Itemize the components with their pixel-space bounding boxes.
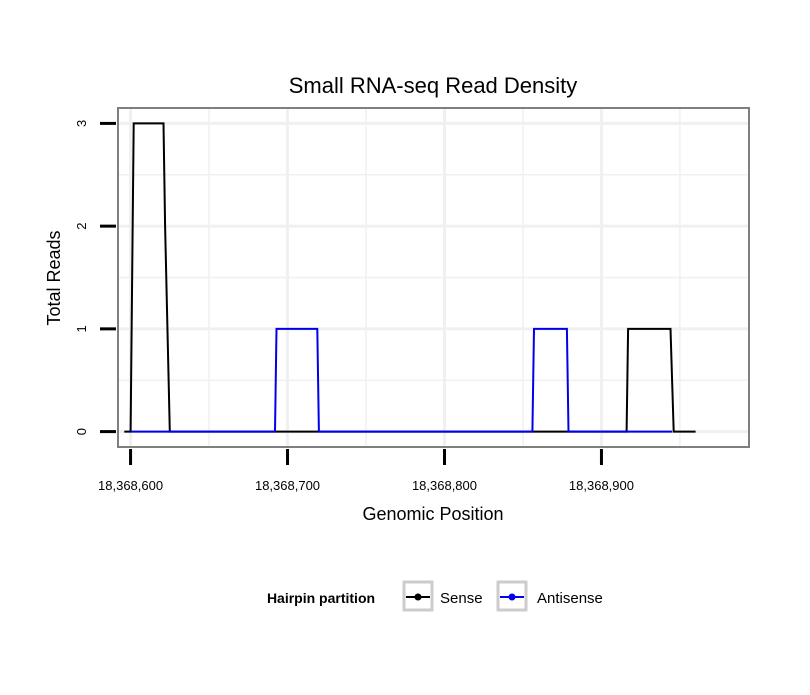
axis-layer: 18,368,600 18,368,700 18,368,800 18,368,900… bbox=[74, 120, 634, 493]
legend-label-sense: Sense bbox=[440, 590, 483, 607]
chart-title: Small RNA-seq Read Density bbox=[289, 73, 578, 98]
x-axis-title: Genomic Position bbox=[362, 504, 503, 524]
series-layer bbox=[124, 122, 696, 433]
series-line-antisense bbox=[130, 327, 673, 433]
grid-layer bbox=[118, 108, 749, 447]
legend-label-antisense: Antisense bbox=[537, 590, 603, 607]
x-tick-label-1: 18,368,700 bbox=[255, 478, 320, 493]
y-tick-label-3: 3 bbox=[74, 120, 89, 127]
legend-entry-antisense: Antisense bbox=[496, 580, 603, 612]
legend-marker-antisense bbox=[508, 593, 516, 601]
y-tick-label-1: 1 bbox=[74, 325, 89, 332]
x-tick-label-0: 18,368,600 bbox=[98, 478, 163, 493]
panel-border bbox=[117, 107, 750, 448]
y-axis-title: Total Reads bbox=[44, 230, 64, 325]
x-tick-label-2: 18,368,800 bbox=[412, 478, 477, 493]
legend-marker-sense bbox=[414, 593, 422, 601]
legend: Hairpin partition Sense Antisense bbox=[267, 580, 603, 612]
y-tick-label-2: 2 bbox=[74, 223, 89, 230]
x-tick-label-3: 18,368,900 bbox=[569, 478, 634, 493]
legend-entry-sense: Sense bbox=[402, 580, 483, 612]
legend-title: Hairpin partition bbox=[267, 590, 375, 606]
y-tick-label-0: 0 bbox=[74, 428, 89, 435]
